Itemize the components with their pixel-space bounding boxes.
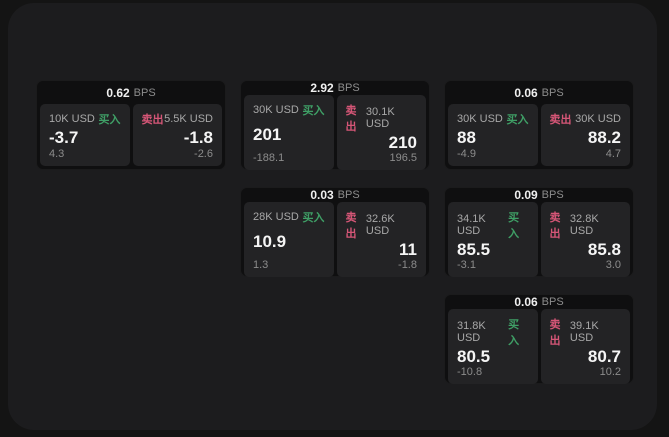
buy-amount: 28K USD bbox=[253, 211, 299, 223]
buy-delta: -10.8 bbox=[457, 366, 483, 378]
sell-delta: -2.6 bbox=[194, 148, 213, 160]
sell-amount: 32.6K USD bbox=[365, 213, 395, 237]
buy-tag: 买入 bbox=[302, 212, 325, 224]
quote-body: 10K USD 买入 -3.7 4.3 卖出 5.5K USD -1.8 -2.… bbox=[40, 104, 222, 166]
buy-price: 85.5 bbox=[457, 240, 491, 259]
buy-amount: 30K USD bbox=[457, 113, 503, 125]
spread-value: 0.06 bbox=[514, 295, 538, 309]
sell-tag: 卖出 bbox=[549, 319, 561, 347]
spread-value: 2.92 bbox=[310, 81, 334, 95]
buy-tag: 买入 bbox=[506, 114, 529, 126]
buy-panel[interactable]: 31.8K USD 买入 80.5 -10.8 bbox=[448, 309, 538, 384]
sell-panel[interactable]: 卖出 30K USD 88.2 4.7 bbox=[540, 104, 630, 166]
sell-delta: 3.0 bbox=[605, 259, 621, 271]
buy-delta: 4.3 bbox=[49, 148, 65, 160]
buy-tag: 买入 bbox=[98, 114, 121, 126]
sell-amount: 32.8K USD bbox=[569, 213, 599, 237]
buy-amount: 30K USD bbox=[253, 104, 299, 116]
spread-header: 0.62 BPS bbox=[40, 81, 222, 104]
empty-cell bbox=[240, 294, 430, 384]
spread-value: 0.62 bbox=[106, 85, 130, 100]
sell-panel[interactable]: 卖出 32.6K USD 11 -1.8 bbox=[336, 202, 426, 277]
buy-tag: 买入 bbox=[508, 212, 520, 240]
sell-delta: 4.7 bbox=[605, 148, 621, 160]
buy-price: 88 bbox=[457, 127, 476, 147]
empty-cell bbox=[36, 294, 226, 384]
quote-card: 2.92 BPS 30K USD 买入 201 -188.1 卖出 30.1K … bbox=[240, 80, 430, 170]
quote-card: 0.06 BPS 31.8K USD 买入 80.5 -10.8 卖出 39.1… bbox=[444, 294, 634, 384]
buy-price: 80.5 bbox=[457, 347, 491, 366]
buy-panel[interactable]: 28K USD 买入 10.9 1.3 bbox=[244, 202, 334, 277]
buy-delta: 1.3 bbox=[253, 259, 269, 271]
spread-header: 0.03 BPS bbox=[244, 188, 426, 202]
buy-price: 201 bbox=[253, 125, 282, 144]
spread-header: 0.09 BPS bbox=[448, 188, 630, 202]
sell-amount: 30.1K USD bbox=[365, 106, 395, 130]
sell-amount: 30K USD bbox=[575, 113, 621, 125]
sell-amount: 39.1K USD bbox=[569, 320, 599, 344]
sell-panel[interactable]: 卖出 30.1K USD 210 196.5 bbox=[336, 95, 426, 170]
sell-panel[interactable]: 卖出 5.5K USD -1.8 -2.6 bbox=[132, 104, 222, 166]
quote-body: 30K USD 买入 201 -188.1 卖出 30.1K USD 210 1… bbox=[244, 95, 426, 170]
buy-delta: -188.1 bbox=[253, 152, 285, 164]
buy-amount: 31.8K USD bbox=[457, 320, 486, 344]
sell-tag: 卖出 bbox=[141, 114, 164, 126]
quote-card: 0.62 BPS 10K USD 买入 -3.7 4.3 卖出 5.5K USD… bbox=[36, 80, 226, 170]
spread-unit: BPS bbox=[337, 82, 360, 94]
buy-tag: 买入 bbox=[302, 105, 325, 117]
buy-tag: 买入 bbox=[508, 319, 520, 347]
spread-header: 0.06 BPS bbox=[448, 295, 630, 309]
buy-amount: 34.1K USD bbox=[457, 213, 486, 237]
sell-price: 85.8 bbox=[587, 240, 621, 259]
sell-panel[interactable]: 卖出 39.1K USD 80.7 10.2 bbox=[540, 309, 630, 384]
empty-cell bbox=[36, 187, 226, 277]
quote-card: 0.06 BPS 30K USD 买入 88 -4.9 卖出 30K USD 8… bbox=[444, 80, 634, 170]
sell-price: -1.8 bbox=[183, 127, 213, 147]
spread-value: 0.06 bbox=[514, 85, 538, 100]
sell-delta: -1.8 bbox=[398, 259, 417, 271]
sell-tag: 卖出 bbox=[345, 212, 357, 240]
buy-panel[interactable]: 30K USD 买入 201 -188.1 bbox=[244, 95, 334, 170]
sell-price: 11 bbox=[399, 240, 417, 259]
buy-price: -3.7 bbox=[49, 127, 79, 147]
quote-body: 34.1K USD 买入 85.5 -3.1 卖出 32.8K USD 85.8… bbox=[448, 202, 630, 277]
spread-unit: BPS bbox=[541, 189, 564, 201]
sell-panel[interactable]: 卖出 32.8K USD 85.8 3.0 bbox=[540, 202, 630, 277]
sell-price: 210 bbox=[388, 133, 417, 152]
quote-card-grid: 0.62 BPS 10K USD 买入 -3.7 4.3 卖出 5.5K USD… bbox=[36, 80, 634, 384]
buy-panel[interactable]: 10K USD 买入 -3.7 4.3 bbox=[40, 104, 130, 166]
sell-delta: 196.5 bbox=[389, 152, 417, 164]
spread-value: 0.03 bbox=[310, 188, 334, 202]
buy-panel[interactable]: 34.1K USD 买入 85.5 -3.1 bbox=[448, 202, 538, 277]
spread-unit: BPS bbox=[133, 86, 156, 99]
sell-tag: 卖出 bbox=[345, 105, 357, 133]
buy-delta: -4.9 bbox=[457, 148, 476, 160]
buy-delta: -3.1 bbox=[457, 259, 476, 271]
buy-amount: 10K USD bbox=[49, 113, 95, 125]
spread-unit: BPS bbox=[541, 296, 564, 308]
buy-panel[interactable]: 30K USD 买入 88 -4.9 bbox=[448, 104, 538, 166]
quote-body: 31.8K USD 买入 80.5 -10.8 卖出 39.1K USD 80.… bbox=[448, 309, 630, 384]
sell-tag: 卖出 bbox=[549, 114, 572, 126]
sell-tag: 卖出 bbox=[549, 212, 561, 240]
spread-value: 0.09 bbox=[514, 188, 538, 202]
spread-header: 0.06 BPS bbox=[448, 81, 630, 104]
spread-unit: BPS bbox=[337, 189, 360, 201]
quote-card: 0.09 BPS 34.1K USD 买入 85.5 -3.1 卖出 32.8K… bbox=[444, 187, 634, 277]
sell-price: 88.2 bbox=[587, 127, 621, 147]
sell-amount: 5.5K USD bbox=[164, 113, 213, 125]
sell-delta: 10.2 bbox=[599, 366, 621, 378]
quote-card: 0.03 BPS 28K USD 买入 10.9 1.3 卖出 32.6K US… bbox=[240, 187, 430, 277]
quote-body: 28K USD 买入 10.9 1.3 卖出 32.6K USD 11 -1.8 bbox=[244, 202, 426, 277]
buy-price: 10.9 bbox=[253, 232, 287, 251]
spread-unit: BPS bbox=[541, 86, 564, 99]
spread-header: 2.92 BPS bbox=[244, 81, 426, 95]
quote-body: 30K USD 买入 88 -4.9 卖出 30K USD 88.2 4.7 bbox=[448, 104, 630, 166]
sell-price: 80.7 bbox=[587, 347, 621, 366]
